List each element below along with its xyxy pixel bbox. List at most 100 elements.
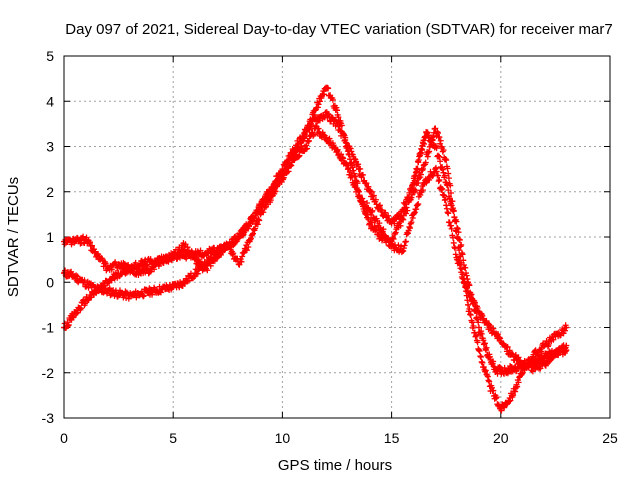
marker: [346, 151, 353, 158]
marker: [346, 169, 353, 176]
marker: [395, 242, 402, 249]
marker: [226, 243, 233, 250]
data-point: [410, 181, 427, 218]
marker: [250, 230, 257, 237]
marker: [448, 225, 455, 232]
marker: [282, 167, 289, 174]
marker: [469, 319, 476, 326]
marker: [482, 367, 489, 374]
marker: [363, 180, 370, 187]
marker: [329, 96, 336, 103]
marker: [316, 98, 323, 105]
data-point: [334, 107, 351, 152]
marker: [493, 394, 500, 401]
y-tick-label: 1: [46, 229, 54, 245]
marker: [132, 259, 139, 266]
marker: [255, 216, 262, 223]
marker: [408, 219, 415, 226]
data-point: [104, 285, 121, 300]
marker: [102, 260, 109, 267]
marker: [435, 152, 442, 159]
marker: [433, 145, 440, 152]
marker: [256, 217, 263, 224]
marker: [74, 273, 81, 280]
data-point: [148, 283, 165, 298]
marker: [368, 188, 375, 195]
marker: [435, 178, 442, 185]
data-point: [61, 309, 78, 331]
data-point: [181, 241, 198, 261]
x-axis-label: GPS time / hours: [278, 457, 392, 474]
marker: [521, 358, 528, 365]
marker: [515, 379, 522, 386]
marker: [314, 104, 321, 111]
marker: [452, 217, 459, 224]
marker: [240, 250, 247, 257]
y-tick-label: -1: [42, 320, 55, 336]
marker: [168, 256, 175, 263]
marker: [345, 165, 352, 172]
marker: [95, 288, 102, 295]
marker: [481, 340, 488, 347]
marker: [453, 228, 460, 235]
marker: [364, 211, 371, 218]
marker: [194, 270, 201, 277]
data-point: [465, 288, 482, 315]
marker: [415, 201, 422, 208]
marker: [346, 156, 353, 163]
marker: [411, 209, 418, 216]
marker: [452, 251, 459, 258]
data-point: [399, 212, 416, 255]
marker: [426, 176, 433, 183]
marker: [108, 266, 115, 273]
marker: [184, 244, 191, 251]
marker: [404, 207, 411, 214]
marker: [515, 354, 522, 361]
marker: [400, 248, 407, 255]
marker: [295, 153, 302, 160]
marker: [370, 192, 377, 199]
marker: [426, 148, 433, 155]
marker: [342, 136, 349, 143]
marker: [463, 285, 470, 292]
data-point: [475, 309, 493, 333]
marker: [392, 230, 399, 237]
marker: [74, 309, 81, 316]
marker: [368, 219, 375, 226]
data-point: [355, 193, 373, 213]
marker: [306, 137, 313, 144]
marker: [496, 334, 503, 341]
marker: [450, 239, 457, 246]
marker: [512, 388, 519, 395]
marker: [417, 171, 424, 178]
marker: [88, 294, 95, 301]
marker: [449, 198, 456, 205]
marker: [140, 292, 147, 299]
marker: [303, 145, 310, 152]
marker: [473, 332, 480, 339]
marker: [354, 186, 361, 193]
marker: [310, 131, 317, 138]
marker: [305, 138, 312, 145]
marker: [326, 135, 333, 142]
y-tick-label: -3: [42, 410, 55, 426]
marker: [445, 187, 452, 194]
marker: [369, 207, 376, 214]
marker: [376, 220, 383, 227]
marker: [197, 247, 204, 254]
data-point: [366, 218, 383, 242]
data-point: [301, 107, 318, 141]
marker: [458, 269, 465, 276]
data-point: [443, 157, 460, 235]
marker: [131, 265, 138, 272]
x-tick-label: 25: [602, 430, 618, 446]
marker: [78, 305, 85, 312]
marker: [204, 267, 211, 274]
marker: [230, 250, 237, 257]
marker: [484, 373, 491, 380]
marker: [272, 188, 279, 195]
marker: [239, 253, 246, 260]
marker: [510, 392, 517, 399]
data-point: [334, 146, 351, 169]
marker: [514, 383, 521, 390]
